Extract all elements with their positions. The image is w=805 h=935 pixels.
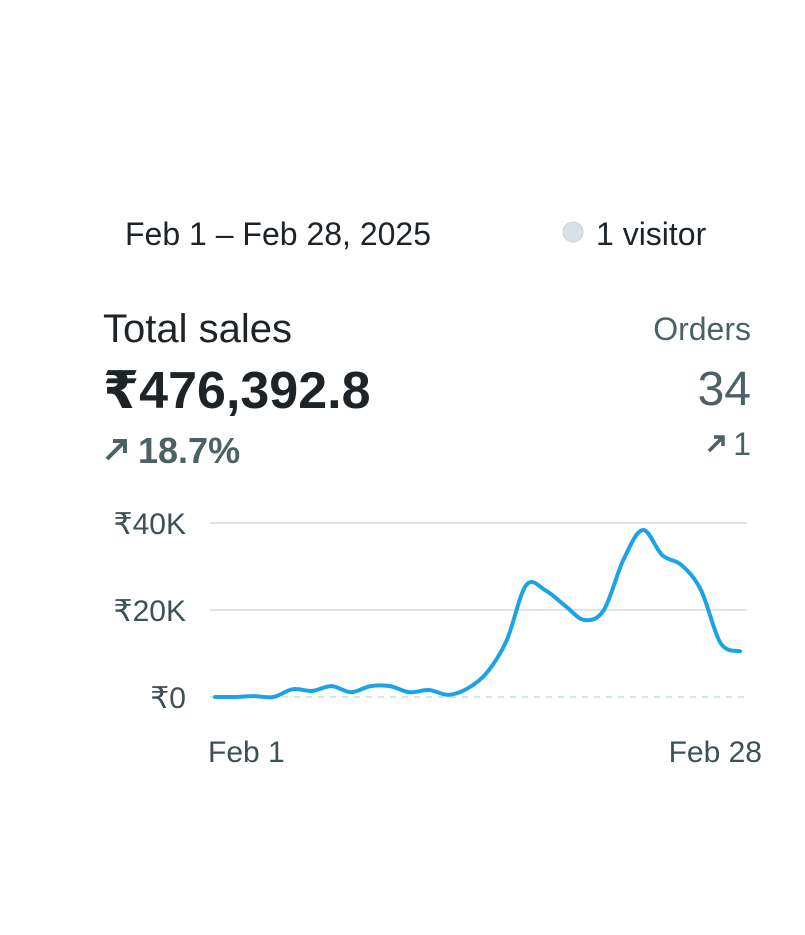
orders-value: 34 [698, 363, 751, 416]
up-arrow [707, 435, 725, 453]
y-tick-label: ₹20K [114, 595, 186, 628]
x-tick-label: Feb 1 [208, 736, 285, 769]
x-tick-label: Feb 28 [669, 736, 762, 769]
date-range[interactable]: Feb 1 – Feb 28, 2025 [125, 216, 431, 252]
visitor-dot [562, 221, 584, 243]
sales-change: 18.7% [138, 430, 240, 471]
y-tick-label: ₹40K [114, 508, 186, 541]
up-arrow [105, 439, 127, 461]
visitor-count: 1 visitor [596, 216, 707, 252]
orders-label: Orders [653, 311, 751, 347]
total-sales-label: Total sales [103, 307, 292, 351]
y-tick-label: ₹0 [150, 682, 186, 715]
orders-change: 1 [733, 426, 751, 462]
total-sales-value: ₹476,392.8 [103, 362, 371, 420]
sales-line [213, 527, 742, 700]
